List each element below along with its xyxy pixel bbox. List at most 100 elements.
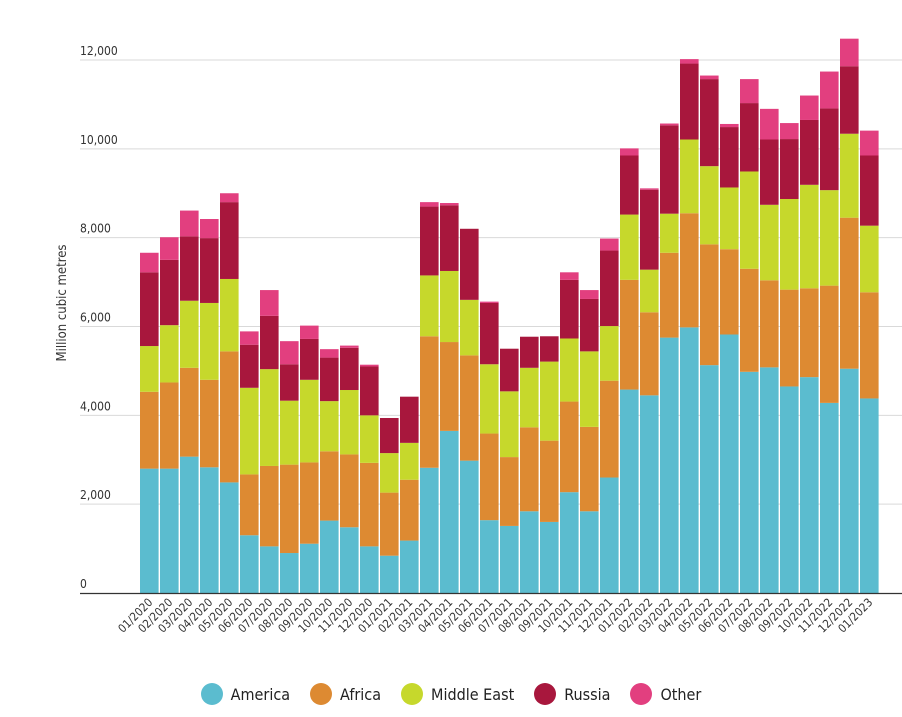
bar-america-03-2022 [660,337,679,593]
bar-other-06-2021 [480,301,499,303]
bar-africa-01-2021 [380,492,399,556]
bar-russia-02-2021 [400,396,419,443]
bar-stack-02-2020 [160,237,179,593]
bar-russia-01-2021 [380,417,399,454]
bar-russia-04-2022 [680,63,699,140]
bar-america-08-2021 [520,511,539,593]
bar-other-05-2022 [700,75,719,80]
bar-america-01-2020 [140,468,159,593]
bar-russia-08-2021 [520,336,539,368]
bar-russia-09-2020 [300,338,319,380]
bar-middle-east-06-2021 [480,364,499,434]
bar-america-02-2021 [400,540,419,593]
bar-america-05-2020 [220,482,239,593]
bar-africa-08-2020 [280,464,299,554]
bar-russia-06-2022 [720,127,739,188]
bar-africa-10-2020 [320,451,339,521]
bar-africa-07-2020 [260,465,279,547]
bar-america-12-2022 [840,368,859,593]
bar-stack-06-2020 [240,331,259,593]
bar-stack-03-2020 [180,210,199,593]
bar-africa-03-2022 [660,252,679,338]
bar-stack-12-2020 [360,364,379,593]
legend-item-other: Other [630,683,701,705]
y-tick-label: 12,000 [80,44,118,58]
bar-middle-east-04-2021 [440,270,459,343]
bar-russia-12-2022 [840,66,859,134]
bar-africa-05-2020 [220,351,239,483]
y-axis-ticks: 0 2,000 4,000 6,000 8,000 10,000 12,000 [80,44,118,591]
bar-africa-06-2020 [240,474,259,536]
bar-africa-07-2022 [740,268,759,372]
legend-swatch-africa [310,683,333,705]
bar-america-05-2021 [460,460,479,593]
bar-russia-01-2023 [860,155,879,226]
bar-russia-10-2021 [560,279,579,339]
bar-middle-east-03-2021 [420,275,439,337]
bar-america-03-2021 [420,467,439,593]
bar-middle-east-10-2021 [560,338,579,402]
legend-item-america: America [200,683,290,705]
bar-russia-12-2020 [360,366,379,416]
bar-other-07-2022 [740,79,759,104]
bar-africa-01-2023 [860,292,879,399]
bar-stack-08-2021 [520,336,539,593]
legend-label-africa: Africa [340,684,382,704]
bar-america-12-2021 [600,477,619,593]
bar-stack-07-2021 [500,348,519,593]
bar-russia-11-2022 [820,108,839,191]
bar-middle-east-02-2021 [400,442,419,480]
bar-other-07-2020 [260,290,279,316]
bar-america-09-2020 [300,543,319,593]
bar-africa-02-2022 [640,312,659,396]
bar-america-02-2022 [640,395,659,593]
bar-america-06-2020 [240,535,259,593]
bar-middle-east-05-2021 [460,299,479,356]
bar-russia-11-2020 [340,347,359,391]
bar-russia-06-2020 [240,344,259,388]
bar-america-07-2020 [260,546,279,593]
bar-other-03-2020 [180,210,199,237]
bar-middle-east-03-2020 [180,300,199,368]
bar-russia-01-2020 [140,272,159,347]
bar-america-04-2021 [440,430,459,593]
bar-middle-east-01-2021 [380,453,399,493]
bar-other-01-2022 [620,148,639,156]
bar-africa-10-2022 [800,288,819,378]
bar-stack-09-2020 [300,325,319,593]
bar-stack-11-2021 [580,290,599,593]
bar-stack-01-2023 [860,130,879,593]
bar-other-02-2020 [160,237,179,260]
bar-russia-07-2020 [260,315,279,370]
bar-stack-11-2022 [820,71,839,593]
bar-stack-08-2020 [280,341,299,593]
bar-stack-07-2020 [260,290,279,593]
bar-middle-east-08-2021 [520,367,539,428]
bar-other-12-2022 [840,38,859,67]
bar-russia-05-2022 [700,79,719,167]
bar-america-10-2021 [560,492,579,593]
bar-russia-02-2022 [640,189,659,270]
bar-russia-05-2021 [460,228,479,300]
bar-america-03-2020 [180,456,199,593]
y-tick-label: 10,000 [80,133,118,147]
legend-label-other: Other [660,684,702,704]
bar-stack-07-2022 [740,79,759,593]
bar-africa-11-2022 [820,285,839,403]
legend-label-middle-east: Middle East [431,684,515,704]
bar-middle-east-02-2022 [640,269,659,313]
bar-other-01-2020 [140,252,159,273]
bar-america-02-2020 [160,468,179,593]
bar-stack-05-2022 [700,75,719,593]
legend-swatch-middle-east [401,683,424,705]
bar-stack-02-2022 [640,188,659,593]
bar-middle-east-09-2022 [780,199,799,290]
bar-america-09-2022 [780,386,799,593]
bar-other-10-2021 [560,272,579,280]
bar-other-06-2022 [720,123,739,128]
bar-stack-01-2022 [620,148,639,593]
bar-middle-east-11-2020 [340,390,359,455]
bar-africa-11-2021 [580,426,599,512]
bar-russia-01-2022 [620,155,639,215]
